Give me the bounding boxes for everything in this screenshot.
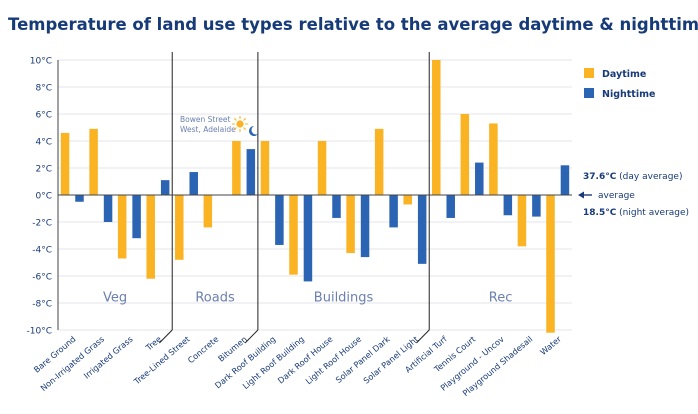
group-divider-tail <box>416 329 430 344</box>
y-tick-label: 2°C <box>35 165 52 175</box>
y-tick-label: -4°C <box>32 246 52 256</box>
daytime-bar <box>175 195 184 260</box>
chart-title: Temperature of land use types relative t… <box>8 15 698 34</box>
daytime-bar <box>289 195 298 275</box>
day-average-label: 37.6°C (day average) <box>583 172 682 182</box>
legend-swatch <box>584 88 594 98</box>
day-average-value: 37.6°C <box>583 172 617 182</box>
group-label: Roads <box>195 290 235 305</box>
group-label: Veg <box>103 290 127 305</box>
legend-label: Daytime <box>602 69 646 80</box>
nighttime-bar <box>417 195 427 264</box>
y-tick-label: 10°C <box>30 57 52 67</box>
daytime-bar <box>203 195 213 228</box>
bowen-street-label-line2: West, Adelaide <box>180 125 236 134</box>
y-tick-labels: 10°C 8°C 6°C 4°C 2°C 0°C -2°C -4°C -6°C -8°C -10°C <box>27 57 52 337</box>
daytime-bar <box>489 123 498 195</box>
y-tick-label: -8°C <box>32 300 52 310</box>
bars <box>60 60 570 333</box>
nighttime-bar <box>560 165 570 195</box>
x-tick-label: Concrete <box>186 334 221 365</box>
legend-swatch <box>584 68 594 78</box>
daytime-bar <box>232 141 241 195</box>
daytime-bar <box>403 195 412 205</box>
average-label: average <box>598 191 635 201</box>
nighttime-bar <box>246 149 256 195</box>
sun-icon <box>231 115 249 133</box>
daytime-bar <box>317 141 327 195</box>
y-tick-label: -6°C <box>32 273 52 283</box>
nighttime-bar <box>503 195 513 216</box>
y-tick-label: 0°C <box>35 192 52 202</box>
nighttime-bar <box>332 195 341 218</box>
legend: Daytime Nighttime <box>584 68 655 100</box>
y-tick-label: 8°C <box>35 84 52 94</box>
nighttime-bar <box>532 195 541 217</box>
y-tick-label: -2°C <box>32 219 52 229</box>
group-labels: Veg Roads Buildings Rec <box>103 290 512 305</box>
nighttime-bar <box>132 195 141 239</box>
nighttime-bar <box>446 195 455 218</box>
nighttime-bar <box>475 162 484 195</box>
y-tick-label: -10°C <box>27 327 52 337</box>
group-label: Rec <box>489 290 513 305</box>
nighttime-bar <box>103 195 113 222</box>
nighttime-bar <box>360 195 370 258</box>
group-divider-tail <box>244 329 259 344</box>
y-tick-label: 4°C <box>35 138 52 148</box>
daytime-bar <box>374 128 384 195</box>
arrow-left-icon <box>578 191 592 199</box>
group-label: Buildings <box>314 290 374 305</box>
daytime-bar <box>432 60 441 195</box>
y-tick-label: 6°C <box>35 111 52 121</box>
night-average-text: (night average) <box>616 208 689 218</box>
group-dividers <box>159 52 430 344</box>
x-tick-label: Irrigated Grass <box>82 334 135 381</box>
daytime-bar <box>146 195 155 279</box>
nighttime-bar <box>389 195 398 228</box>
night-average-value: 18.5°C <box>583 208 617 218</box>
daytime-bar <box>89 128 98 195</box>
daytime-bar <box>117 195 127 259</box>
x-tick-label: Water <box>538 333 563 357</box>
day-average-text: (day average) <box>616 172 682 182</box>
daytime-bar <box>517 195 527 247</box>
axes <box>57 60 572 330</box>
night-average-label: 18.5°C (night average) <box>583 208 689 218</box>
daytime-bar <box>260 141 270 195</box>
nighttime-bar <box>275 195 284 245</box>
nighttime-bar <box>189 172 198 195</box>
nighttime-bar <box>75 195 84 202</box>
daytime-bar <box>346 195 355 254</box>
daytime-bar <box>60 132 70 195</box>
legend-label: Nighttime <box>602 89 655 100</box>
daytime-bar <box>546 195 555 333</box>
nighttime-bar <box>303 195 313 282</box>
x-tick-label: Tree <box>143 334 163 353</box>
group-divider-tail <box>159 329 173 344</box>
daytime-bar <box>460 114 470 195</box>
bowen-street-label-line1: Bowen Street <box>180 115 230 124</box>
moon-icon <box>249 126 258 136</box>
annotations: Bowen Street West, Adelaide 37.6°C (day … <box>180 115 689 218</box>
nighttime-bar <box>160 180 170 195</box>
